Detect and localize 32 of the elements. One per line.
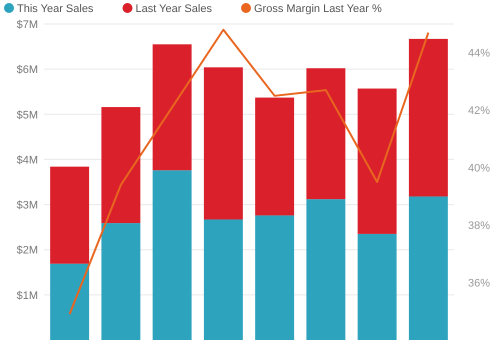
bar <box>101 223 140 340</box>
y2-tick-label: 40% <box>468 162 490 175</box>
line-series <box>68 28 430 316</box>
bar <box>101 107 140 224</box>
y-tick-label: $5M <box>16 109 38 122</box>
y2-tick-label: 38% <box>468 220 490 232</box>
legend-label: This Year Sales <box>17 3 94 15</box>
bar <box>408 196 448 340</box>
bar <box>152 170 192 340</box>
y-tick-label: $6M <box>16 64 38 76</box>
legend-label: Gross Margin Last Year % <box>254 3 382 15</box>
bar <box>204 219 243 340</box>
y-tick-label: $4M <box>16 154 38 166</box>
bar <box>255 98 294 216</box>
y-tick-label: $1M <box>16 290 38 302</box>
bar <box>255 215 294 340</box>
bar <box>152 44 192 170</box>
y-tick-label: $3M <box>16 200 38 212</box>
y2-tick-label: 42% <box>468 105 490 118</box>
bar <box>306 199 346 340</box>
y-tick-label: $7M <box>16 19 38 31</box>
y2-tick-label: 44% <box>468 48 490 60</box>
bar <box>50 166 90 264</box>
bar <box>50 264 90 340</box>
bar <box>358 88 397 234</box>
legend-label: Last Year Sales <box>136 3 212 15</box>
y-tick-label: $2M <box>16 244 38 257</box>
bar <box>408 38 448 196</box>
bar <box>306 68 346 200</box>
bar <box>358 234 397 340</box>
y2-tick-label: 36% <box>468 278 490 290</box>
bar <box>204 67 243 220</box>
